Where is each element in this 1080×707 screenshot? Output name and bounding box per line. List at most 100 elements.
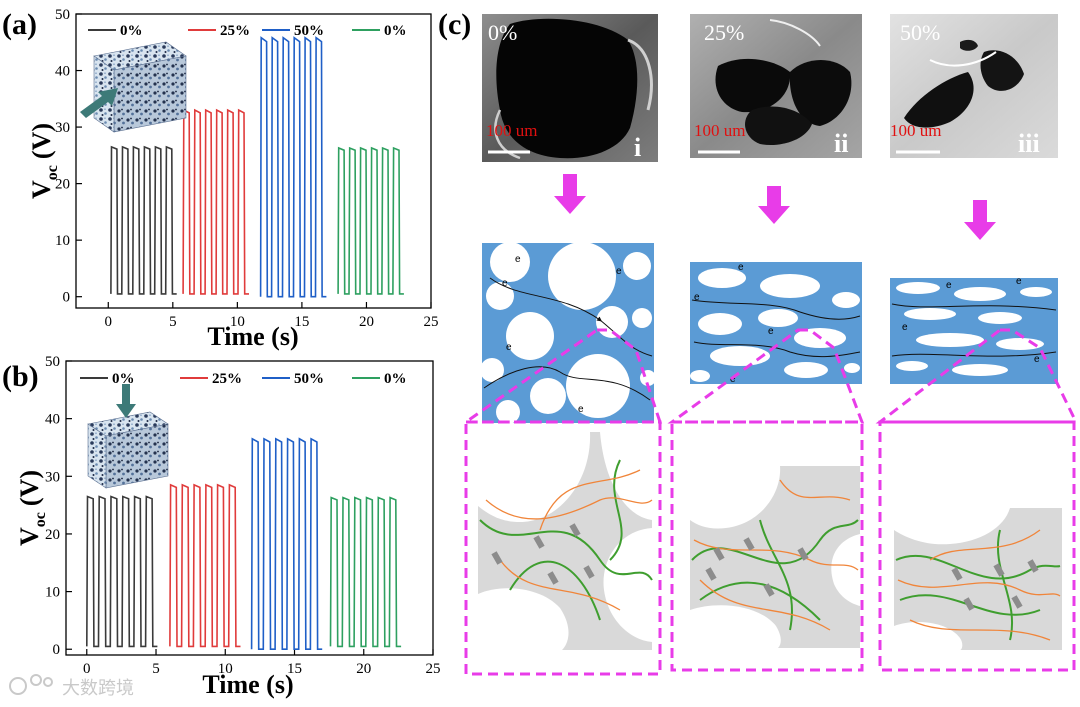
x-tick-label: 5 — [152, 661, 160, 677]
legend-label: 25% — [212, 371, 242, 387]
sem-roman-2: iii — [1018, 129, 1040, 158]
chart-b-x-ticks: 0 5 10 15 20 25 — [83, 649, 441, 677]
sem-scale-1: 100 um — [694, 121, 745, 140]
sem-scale-0: 100 um — [486, 121, 537, 140]
series-line-4 — [329, 496, 402, 648]
sem-image-0: 0% 100 um i — [482, 14, 658, 162]
sem-percent-1: 25% — [704, 20, 744, 45]
watermark-text: 大数跨境 — [62, 678, 134, 699]
series-line-2 — [169, 483, 241, 648]
svg-text:e: e — [515, 254, 521, 265]
chart-a-series — [110, 36, 404, 298]
x-tick-label: 25 — [426, 661, 441, 677]
series-line-1 — [110, 145, 177, 295]
press-arrow-icon-b — [116, 384, 136, 418]
x-tick-label: 20 — [359, 314, 374, 330]
zoom-panel-1 — [670, 420, 864, 672]
svg-text:e: e — [502, 278, 508, 289]
x-tick-label: 10 — [230, 314, 245, 330]
legend-label: 0% — [120, 23, 143, 39]
panel-label-c: (c) — [438, 8, 471, 41]
chart-a-x-axis-title: Time (s) — [207, 322, 298, 351]
sem-percent-0: 0% — [488, 20, 517, 45]
zoom-connectors — [461, 328, 1079, 424]
chart-a-y-ticks: 0 10 20 30 40 50 — [55, 7, 82, 306]
chart-b-series — [86, 437, 402, 650]
svg-text:Voc(V): Voc(V) — [27, 123, 61, 199]
x-tick-label: 10 — [218, 661, 233, 677]
svg-text:e: e — [902, 322, 908, 333]
x-tick-label: 5 — [169, 314, 177, 330]
svg-text:e: e — [1034, 354, 1040, 365]
y-tick-label: 20 — [45, 527, 60, 543]
legend-label: 50% — [294, 371, 324, 387]
series-line-2 — [182, 108, 249, 295]
chart-b: 0 10 20 30 40 50 0 5 10 15 20 25 0% 25% 50% 0% Time (… — [15, 354, 441, 699]
chart-a-y-axis-title: Voc(V) — [27, 123, 61, 199]
zoom-panel-2 — [878, 420, 1076, 672]
chart-a: 0 10 20 30 40 50 0 5 10 15 20 25 0% 25% 50% 0% Time (… — [27, 7, 439, 351]
x-tick-label: 15 — [294, 314, 309, 330]
svg-text:e: e — [768, 326, 774, 337]
sem-roman-1: ii — [834, 129, 848, 158]
legend-label: 0% — [384, 371, 407, 387]
svg-text:e: e — [616, 266, 622, 277]
panel-label-a: (a) — [2, 8, 37, 41]
x-tick-label: 0 — [83, 661, 91, 677]
svg-text:e: e — [578, 404, 584, 415]
y-tick-label: 50 — [55, 7, 70, 23]
legend-label: 25% — [220, 23, 250, 39]
y-tick-label: 20 — [55, 177, 70, 193]
chart-b-legend: 0% 25% 50% 0% — [80, 371, 407, 387]
y-tick-label: 30 — [55, 120, 70, 136]
chart-b-frame — [65, 360, 434, 656]
foam-schematic-1: e e e e — [690, 262, 862, 385]
foam-schematic-0: e e e e e — [480, 242, 656, 424]
zoom-panel-0 — [464, 420, 662, 676]
y-tick-label: 10 — [55, 233, 70, 249]
svg-text:e: e — [946, 280, 952, 291]
svg-text:Voc(V): Voc(V) — [15, 470, 49, 546]
y-tick-label: 50 — [45, 354, 60, 370]
sem-image-1: 25% 100 um ii — [690, 14, 862, 158]
chart-b-y-axis-title: Voc(V) — [15, 470, 49, 546]
svg-text:e: e — [730, 374, 736, 385]
series-line-4 — [337, 146, 404, 295]
y-tick-label: 30 — [45, 469, 60, 485]
x-tick-label: 25 — [424, 314, 439, 330]
sem-scale-2: 100 um — [890, 121, 941, 140]
y-tick-label: 0 — [63, 290, 71, 306]
svg-text:e: e — [506, 342, 512, 353]
foam-cube-inset-a — [93, 41, 187, 133]
x-tick-label: 15 — [287, 661, 302, 677]
chart-a-frame — [75, 13, 432, 309]
chart-b-y-ticks: 0 10 20 30 40 50 — [45, 354, 72, 658]
y-tick-label: 0 — [53, 642, 61, 658]
chart-a-x-ticks: 0 5 10 15 20 25 — [105, 302, 439, 330]
pink-down-arrow-icon — [554, 174, 996, 240]
series-line-1 — [86, 495, 158, 648]
watermark: 大数跨境 — [9, 674, 134, 699]
legend-label: 50% — [294, 23, 324, 39]
foam-cube-inset-b — [87, 411, 169, 489]
series-line-3 — [259, 36, 327, 298]
y-tick-label: 10 — [45, 585, 60, 601]
chart-a-legend: 0% 25% 50% 0% — [88, 23, 407, 39]
sem-roman-0: i — [634, 133, 641, 162]
svg-text:e: e — [1016, 276, 1022, 287]
x-tick-label: 20 — [356, 661, 371, 677]
series-line-3 — [250, 437, 323, 650]
chart-b-x-axis-title: Time (s) — [202, 670, 293, 699]
legend-label: 0% — [112, 371, 135, 387]
press-arrow-icon-a — [80, 88, 118, 118]
panel-label-b: (b) — [2, 360, 39, 393]
y-tick-label: 40 — [45, 412, 60, 428]
sem-image-2: 50% 100 um iii — [890, 14, 1058, 158]
sem-percent-2: 50% — [900, 20, 940, 45]
foam-schematic-2: e e e e — [890, 276, 1058, 384]
svg-text:e: e — [694, 292, 700, 303]
legend-label: 0% — [384, 23, 407, 39]
x-tick-label: 0 — [105, 314, 113, 330]
y-tick-label: 40 — [55, 64, 70, 80]
